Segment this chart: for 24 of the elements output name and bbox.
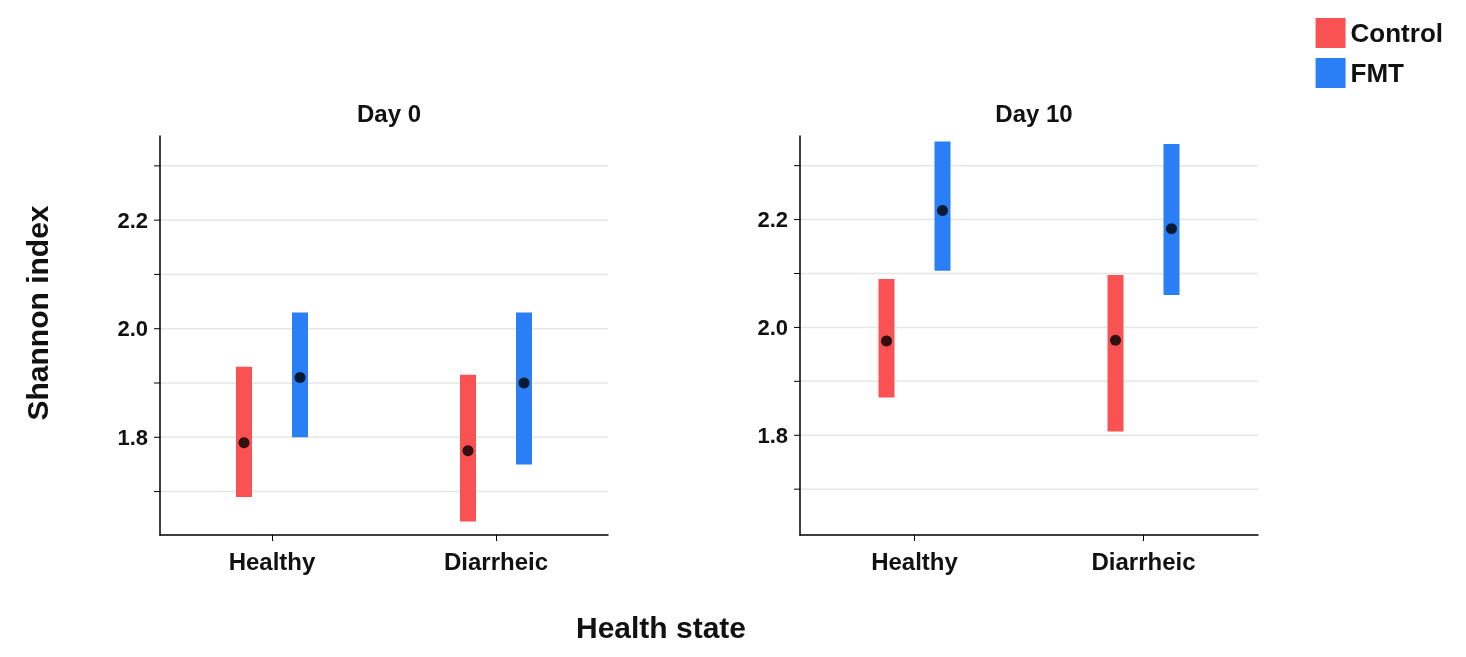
bar bbox=[516, 312, 532, 465]
y-axis-title: Shannon index bbox=[21, 205, 55, 421]
y-tick-label: 2.2 bbox=[117, 207, 148, 233]
legend-label: Control bbox=[1350, 18, 1443, 48]
legend-label: FMT bbox=[1350, 58, 1405, 88]
y-tick-label: 2.2 bbox=[757, 207, 788, 233]
bar bbox=[878, 278, 895, 398]
chart-title: Day 10 bbox=[995, 99, 1073, 127]
x-tick-label: Healthy bbox=[228, 547, 316, 575]
y-tick-label: 2.0 bbox=[757, 314, 788, 340]
bar bbox=[292, 312, 308, 438]
chart-title: Day 0 bbox=[356, 99, 422, 127]
y-tick-label: 1.8 bbox=[117, 424, 148, 450]
bar bbox=[236, 366, 252, 497]
bar bbox=[934, 141, 951, 271]
y-tick-label: 2.0 bbox=[117, 316, 148, 342]
x-axis-title: Health state bbox=[575, 611, 747, 645]
x-tick-label: Diarrheic bbox=[1091, 547, 1196, 575]
bar bbox=[460, 374, 476, 522]
x-tick-label: Diarrheic bbox=[443, 547, 549, 575]
bar bbox=[1107, 275, 1124, 432]
x-tick-label: Healthy bbox=[871, 547, 959, 575]
y-tick-label: 1.8 bbox=[757, 422, 788, 448]
bar bbox=[1163, 144, 1180, 296]
